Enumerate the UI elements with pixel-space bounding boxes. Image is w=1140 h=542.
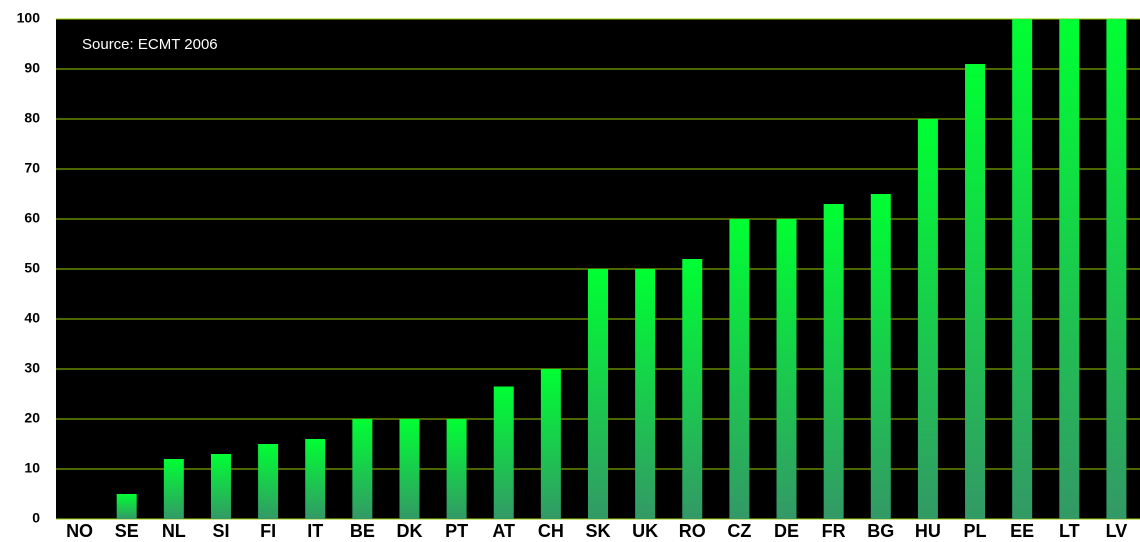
- x-tick-label: RO: [679, 521, 706, 541]
- bar: [446, 419, 467, 519]
- bar: [823, 204, 844, 519]
- bar: [1059, 19, 1080, 519]
- bar: [729, 219, 750, 519]
- x-tick-label: HU: [915, 521, 941, 541]
- bar: [870, 194, 891, 519]
- annotation: Source: ECMT 2006: [82, 36, 218, 53]
- bar: [305, 439, 326, 519]
- x-tick-label: AT: [492, 521, 515, 541]
- x-tick-label: PL: [964, 521, 987, 541]
- x-tick-label: FR: [822, 521, 846, 541]
- bar: [258, 444, 279, 519]
- x-tick-label: CZ: [727, 521, 751, 541]
- bar: [965, 64, 986, 519]
- y-tick-label: 90: [24, 60, 40, 76]
- bar: [493, 386, 514, 519]
- x-tick-label: IT: [307, 521, 323, 541]
- bar: [399, 419, 420, 519]
- y-tick-label: 40: [24, 310, 40, 326]
- bar: [540, 369, 561, 519]
- bar: [210, 454, 231, 519]
- x-tick-label: DE: [774, 521, 799, 541]
- y-tick-label: 30: [24, 360, 40, 376]
- x-tick-label: LT: [1059, 521, 1080, 541]
- bar: [352, 419, 373, 519]
- x-tick-label: SE: [115, 521, 139, 541]
- x-tick-label: EE: [1010, 521, 1034, 541]
- x-tick-label: NO: [66, 521, 93, 541]
- x-tick-label: LV: [1106, 521, 1128, 541]
- bar: [1106, 19, 1127, 519]
- bar: [682, 259, 703, 519]
- bar: [588, 269, 608, 519]
- y-tick-label: 50: [24, 260, 40, 276]
- x-tick-label: DK: [396, 521, 422, 541]
- y-tick-label: 80: [24, 110, 40, 126]
- y-tick-label: 60: [24, 210, 40, 226]
- y-tick-label: 10: [24, 460, 40, 476]
- bar: [163, 459, 184, 519]
- x-tick-label: FI: [260, 521, 276, 541]
- x-tick-label: CH: [538, 521, 564, 541]
- y-tick-label: 20: [24, 410, 40, 426]
- x-tick-label: BG: [867, 521, 894, 541]
- y-tick-label: 100: [17, 10, 41, 26]
- bar: [116, 494, 137, 519]
- bar: [1012, 19, 1033, 519]
- x-tick-label: BE: [350, 521, 375, 541]
- bar: [917, 119, 938, 519]
- y-tick-label: 70: [24, 160, 40, 176]
- bar: [635, 269, 656, 519]
- bar: [776, 219, 797, 519]
- x-tick-label: SK: [585, 521, 610, 541]
- x-tick-label: UK: [632, 521, 658, 541]
- y-tick-label: 0: [32, 510, 40, 526]
- x-tick-label: SI: [212, 521, 229, 541]
- x-tick-label: NL: [162, 521, 186, 541]
- x-tick-label: PT: [445, 521, 468, 541]
